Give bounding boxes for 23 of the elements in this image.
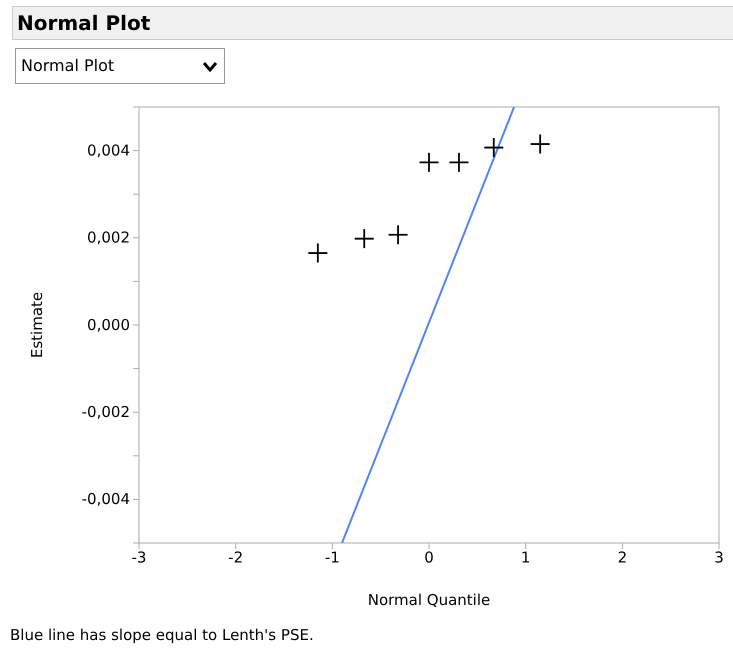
point bbox=[420, 152, 438, 172]
y-tick-label: 0,002 bbox=[87, 228, 130, 247]
point bbox=[449, 152, 468, 172]
x-tick-label: 3 bbox=[714, 548, 724, 567]
point bbox=[308, 244, 328, 263]
y-tick-label: -0,002 bbox=[82, 403, 130, 421]
x-tick-label: 1 bbox=[520, 548, 530, 567]
y-tick-label: 0,004 bbox=[87, 141, 130, 160]
x-tick-label: -1 bbox=[324, 548, 340, 567]
x-tick-label: 2 bbox=[618, 548, 628, 567]
text: Blue line has slope equal to Lenth's PSE. bbox=[10, 626, 314, 644]
y-axis-title: Estimate bbox=[28, 292, 46, 358]
x-tick-label: 0 bbox=[424, 548, 434, 567]
chart-subtitle: Normal Plot bbox=[21, 56, 114, 75]
point bbox=[530, 134, 550, 154]
x-axis-title: Normal Quantile bbox=[368, 591, 490, 609]
y-tick-label: 0,000 bbox=[87, 316, 130, 334]
chart-title: Normal Plot bbox=[12, 6, 733, 40]
point bbox=[484, 138, 504, 158]
x-tick-label: -3 bbox=[132, 548, 146, 567]
x-tick-label: -2 bbox=[228, 548, 244, 567]
point bbox=[388, 225, 408, 244]
y-tick-label: -0,004 bbox=[82, 490, 130, 508]
